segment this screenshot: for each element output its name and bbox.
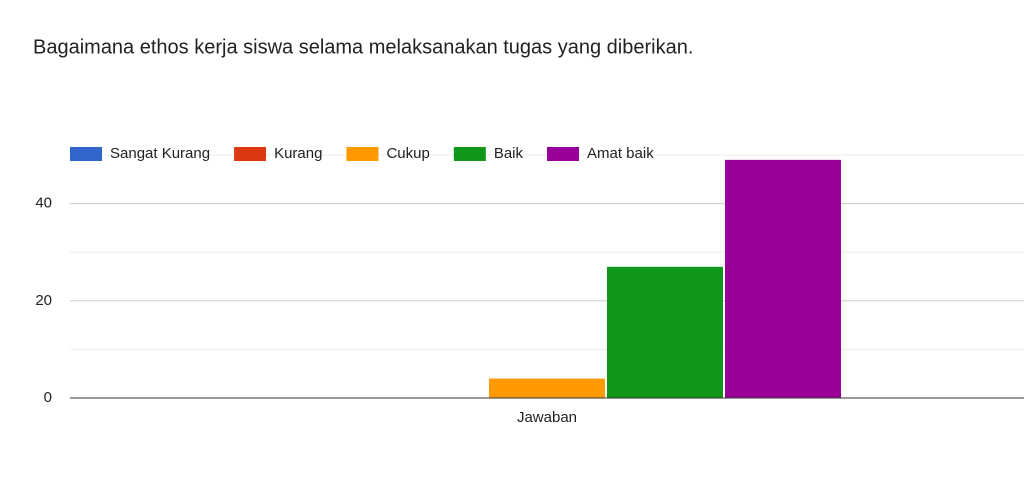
legend-swatch xyxy=(453,147,486,161)
bar xyxy=(725,159,841,398)
legend-label: Cukup xyxy=(386,145,429,162)
legend-swatch xyxy=(547,147,579,161)
bar xyxy=(607,266,723,398)
legend-label: Sangat Kurang xyxy=(110,145,210,162)
y-tick-label: 40 xyxy=(35,195,52,212)
legend-swatch xyxy=(234,147,267,161)
y-tick-label: 20 xyxy=(35,292,52,309)
legend-label: Baik xyxy=(494,145,524,162)
legend-label: Kurang xyxy=(274,145,322,162)
bar xyxy=(489,378,605,398)
legend-swatch xyxy=(70,147,102,161)
chart-title: Bagaimana ethos kerja siswa selama melak… xyxy=(33,36,693,58)
legend-swatch xyxy=(346,147,379,161)
x-tick-label: Jawaban xyxy=(517,409,577,426)
legend-label: Amat baik xyxy=(587,145,654,162)
y-tick-label: 0 xyxy=(44,389,52,406)
